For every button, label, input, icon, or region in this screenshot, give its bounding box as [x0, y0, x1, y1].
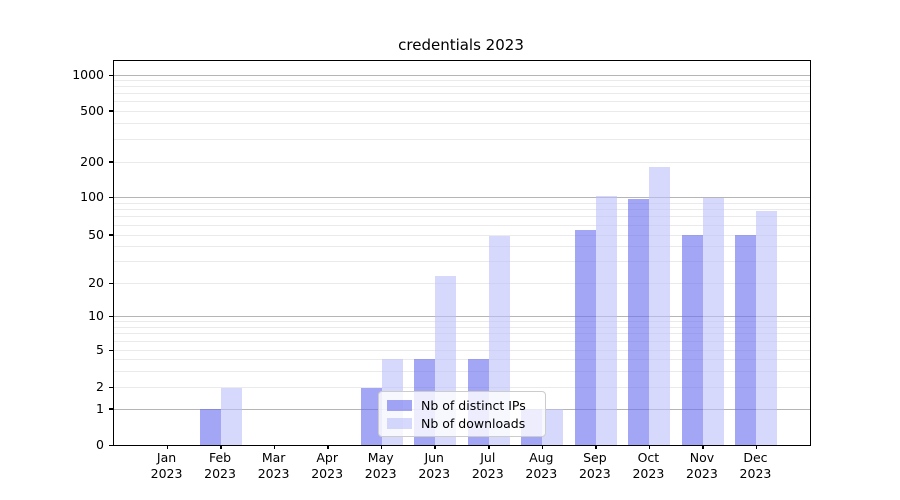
legend-label-distinct-ips: Nb of distinct IPs — [421, 397, 526, 413]
gridline-minor — [114, 282, 810, 284]
x-tick-label: Aug 2023 — [525, 450, 558, 481]
gridline-minor — [114, 110, 810, 112]
y-tick-mark — [108, 161, 113, 163]
y-tick-label: 0 — [96, 436, 104, 452]
bar-nb-of-distinct-ips-nov — [681, 235, 703, 446]
x-tick-mark — [648, 445, 651, 449]
x-tick-label: Jun 2023 — [418, 450, 451, 481]
x-tick-label: Mar 2023 — [257, 450, 290, 481]
x-tick-label: Nov 2023 — [686, 450, 718, 481]
y-tick-mark — [108, 386, 113, 389]
plot-area — [108, 60, 811, 449]
gridline-minor — [114, 370, 810, 372]
x-tick-mark — [273, 445, 276, 449]
y-tick-label: 1 — [96, 400, 104, 416]
legend-label-downloads: Nb of downloads — [421, 415, 526, 431]
x-tick-mark — [380, 445, 383, 449]
gridline-major — [114, 197, 810, 199]
gridline-minor — [114, 327, 810, 329]
bar-nb-of-distinct-ips-feb — [200, 409, 222, 446]
bar-nb-of-distinct-ips-oct — [628, 199, 650, 446]
x-tick-label: Jul 2023 — [471, 450, 504, 481]
x-tick-mark — [595, 445, 597, 449]
gridline-minor — [114, 321, 810, 323]
gridline-minor — [114, 246, 810, 248]
x-tick-mark — [327, 445, 329, 449]
gridline-minor — [114, 224, 810, 226]
gridline-minor — [114, 86, 810, 88]
gridline-minor — [114, 80, 810, 82]
bar-nb-of-distinct-ips-dec — [735, 235, 757, 446]
gridline-minor — [114, 340, 810, 342]
x-tick-label: Jan 2023 — [150, 450, 183, 481]
y-tick-label: 5 — [96, 341, 104, 357]
x-tick-label: Oct 2023 — [632, 450, 665, 481]
x-tick-mark — [488, 445, 490, 449]
gridline-major — [114, 74, 810, 76]
gridline-minor — [114, 358, 810, 360]
y-tick-label: 20 — [88, 274, 104, 290]
legend-entry-downloads: Nb of downloads — [387, 415, 537, 431]
x-tick-label: Dec 2023 — [739, 450, 772, 481]
bar-nb-of-downloads-nov — [702, 197, 724, 446]
chart-title: credentials 2023 — [398, 36, 524, 54]
bar-nb-of-downloads-aug — [542, 409, 564, 446]
legend-swatch-distinct-ips — [387, 399, 412, 411]
gridline-minor — [114, 387, 810, 389]
gridline-minor — [114, 101, 810, 103]
x-tick-mark — [755, 445, 758, 449]
y-tick-label: 100 — [80, 189, 104, 205]
gridline-minor — [114, 234, 810, 236]
bar-nb-of-distinct-ips-sep — [574, 229, 596, 446]
y-tick-mark — [108, 196, 113, 199]
y-tick-mark — [108, 315, 113, 318]
gridline-minor — [114, 122, 810, 124]
gridline-minor — [114, 216, 810, 218]
y-tick-label: 2 — [96, 379, 104, 395]
legend: Nb of distinct IPs Nb of downloads — [378, 391, 546, 437]
y-tick-label: 10 — [88, 308, 104, 324]
y-tick-label: 1000 — [72, 66, 104, 82]
y-tick-mark — [108, 74, 113, 77]
x-tick-mark — [541, 445, 544, 449]
y-tick-mark — [108, 444, 113, 447]
legend-entry-distinct-ips: Nb of distinct IPs — [387, 397, 537, 413]
y-tick-mark — [108, 408, 113, 410]
x-tick-mark — [166, 445, 169, 449]
gridline-minor — [114, 93, 810, 95]
y-tick-mark — [108, 234, 113, 236]
bar-nb-of-downloads-sep — [595, 195, 617, 446]
gridline-minor — [114, 261, 810, 263]
gridline-minor — [114, 209, 810, 211]
gridline-minor — [114, 333, 810, 335]
x-tick-label: Sep 2023 — [578, 450, 611, 481]
legend-swatch-downloads — [387, 417, 412, 429]
x-tick-mark — [702, 445, 704, 449]
gridline-minor — [114, 202, 810, 204]
x-tick-label: Apr 2023 — [311, 450, 344, 481]
y-tick-mark — [108, 110, 113, 112]
y-tick-label: 200 — [80, 153, 104, 169]
x-tick-mark — [220, 445, 222, 449]
bar-nb-of-downloads-oct — [649, 167, 671, 446]
bar-nb-of-downloads-dec — [756, 211, 778, 446]
y-tick-label: 50 — [88, 226, 104, 242]
x-tick-label: May 2023 — [364, 450, 397, 481]
y-tick-label: 500 — [80, 102, 104, 118]
bar-nb-of-distinct-ips-may — [360, 387, 382, 446]
gridline-minor — [114, 161, 810, 163]
y-tick-mark — [108, 349, 113, 352]
bar-nb-of-downloads-feb — [221, 387, 243, 446]
x-tick-mark — [434, 445, 436, 449]
x-tick-label: Feb 2023 — [204, 450, 236, 481]
gridline-major — [114, 316, 810, 318]
gridline-minor — [114, 138, 810, 140]
y-tick-mark — [108, 282, 113, 285]
gridline-minor — [114, 349, 810, 351]
